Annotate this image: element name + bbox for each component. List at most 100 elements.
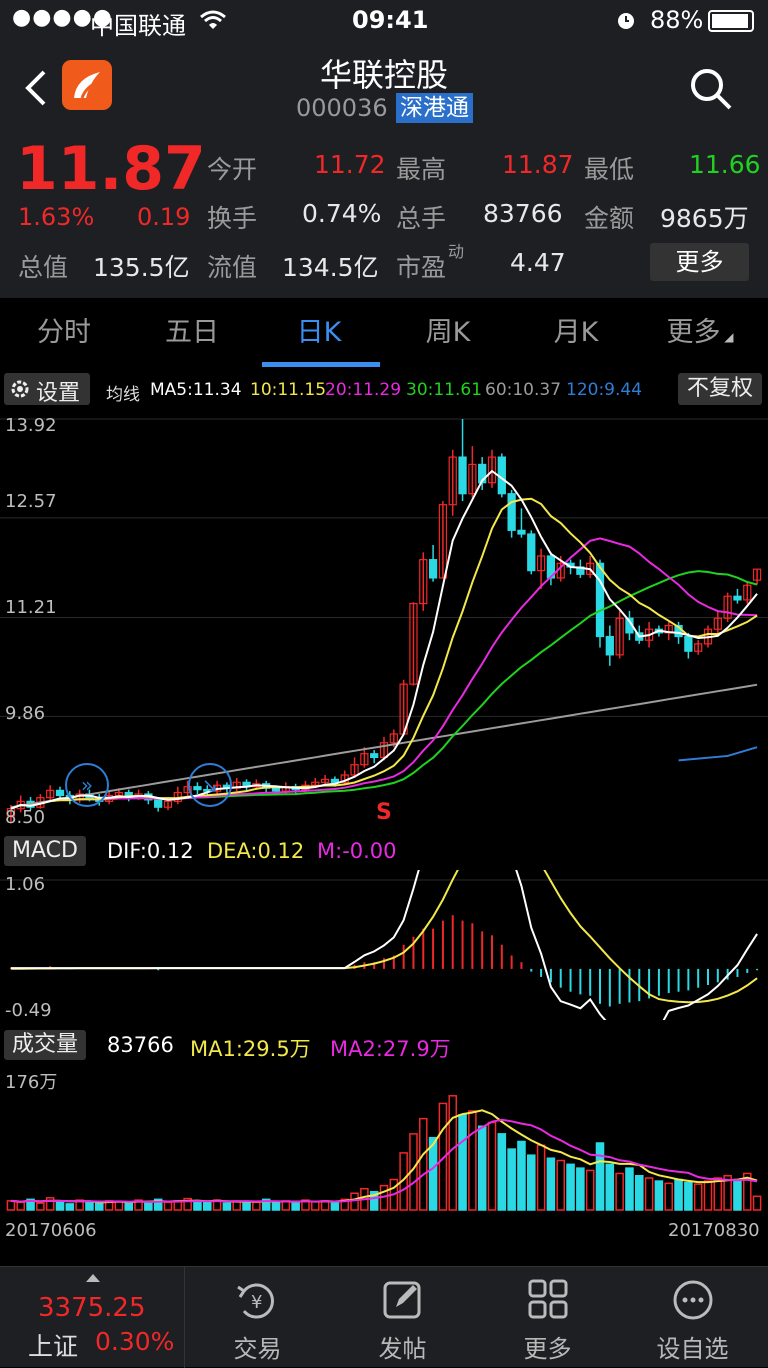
trade-icon: ¥ <box>236 1283 274 1319</box>
tab-five-day[interactable]: 五日 <box>165 317 219 348</box>
battery-percent: 88% <box>650 6 704 34</box>
volume-bar <box>310 1200 320 1211</box>
volume-bar <box>536 1144 546 1211</box>
volume-bar <box>350 1192 359 1211</box>
volume-value: 83766 <box>483 199 563 228</box>
volume-bar <box>45 1197 55 1211</box>
macd-tick-top: 1.06 <box>5 874 46 895</box>
gear-icon <box>11 380 29 398</box>
candle-body <box>320 778 330 783</box>
volume-bar <box>507 1148 516 1211</box>
volume-ma1: MA1:29.5万 <box>190 1037 311 1061</box>
macd-dea: DEA:0.12 <box>207 839 305 863</box>
volume-bar <box>703 1180 713 1211</box>
volume-bar <box>693 1183 703 1211</box>
settings-button[interactable]: 设置 <box>4 373 90 406</box>
volume-ma2-line <box>10 1118 758 1203</box>
volume-bar <box>252 1201 261 1211</box>
volume-indicator-button[interactable]: 成交量 <box>4 1030 87 1060</box>
tab-intraday[interactable]: 分时 <box>37 317 91 348</box>
candle-body <box>409 602 418 685</box>
ma20-value: 20:11.29 <box>325 380 402 400</box>
volume-bar <box>144 1202 153 1211</box>
candle-body <box>55 789 65 797</box>
volume-bar <box>183 1197 192 1211</box>
grid-icon <box>528 1279 567 1319</box>
volume-bar <box>634 1174 644 1211</box>
volume-bar <box>684 1181 693 1211</box>
ma-legend-bar: 设置 均线 MA5:11.34 10:11.15 20:11.29 30:11.… <box>0 369 768 411</box>
change-percent: 1.63% <box>18 203 95 231</box>
candle-body <box>694 643 703 652</box>
adjust-button[interactable]: 不复权 <box>678 373 762 405</box>
nav-trade[interactable]: ¥ 交易 <box>185 1267 330 1368</box>
bottom-nav: 3375.25 上证 0.30% ¥ 交易 发帖 更多 设自选 <box>0 1266 768 1368</box>
index-value: 3375.25 <box>38 1293 146 1323</box>
settings-label: 设置 <box>36 381 81 406</box>
volume-bar <box>497 1133 507 1211</box>
candle-body <box>468 463 477 495</box>
nav-add-watchlist[interactable]: 设自选 <box>620 1267 765 1368</box>
tab-monthly-k[interactable]: 月K <box>553 317 599 348</box>
macd-tick-bottom: -0.49 <box>5 1000 52 1021</box>
volume-bar <box>713 1177 723 1211</box>
volume-bar <box>576 1167 585 1211</box>
candle-body <box>350 764 359 776</box>
candlestick-chart[interactable] <box>0 411 768 829</box>
candle-body <box>605 635 614 656</box>
price-tick-2: 12.57 <box>5 491 57 512</box>
date-start: 20170606 <box>5 1220 97 1241</box>
index-change: 0.30% <box>95 1327 175 1356</box>
stock-name: 华联控股 <box>319 56 448 94</box>
tab-more-caret-icon: ◢ <box>720 330 734 344</box>
nav-more-label: 更多 <box>523 1335 572 1363</box>
nav-add-watchlist-label: 设自选 <box>656 1335 729 1363</box>
app-logo-icon <box>62 60 112 110</box>
candle-body <box>448 456 457 506</box>
volume-bar <box>605 1163 615 1211</box>
price-tick-top: 13.92 <box>5 415 57 436</box>
candle-body <box>419 559 428 605</box>
volume-label: 总手 <box>396 204 447 233</box>
volume-bar <box>418 1117 428 1211</box>
pe-superscript: 动 <box>448 242 465 261</box>
macd-chart <box>0 870 768 1020</box>
volume-legend-bar: 成交量 83766 MA1:29.5万 MA2:27.9万 <box>0 1024 768 1064</box>
volume-chart <box>6 1095 762 1211</box>
candle-body <box>733 595 742 601</box>
open-value: 11.72 <box>314 150 386 179</box>
volume-bar <box>742 1172 752 1211</box>
macd-indicator-button[interactable]: MACD <box>4 836 86 866</box>
signal-dots: ●●●●● <box>12 5 113 30</box>
event-marker-icon[interactable]: » <box>65 763 109 807</box>
search-icon[interactable] <box>688 66 734 112</box>
more-quote-button[interactable]: 更多 <box>650 243 749 281</box>
ma20-line <box>10 537 758 810</box>
ma120-value: 120:9.44 <box>566 380 643 400</box>
nav-more[interactable]: 更多 <box>475 1267 620 1368</box>
sell-signal-marker: S <box>376 800 392 825</box>
volume-bar <box>6 1200 16 1211</box>
tab-weekly-k[interactable]: 周K <box>425 317 471 348</box>
volume-bar <box>644 1177 654 1211</box>
candle-body <box>527 533 536 572</box>
volume-bar <box>271 1202 281 1211</box>
back-icon[interactable] <box>22 68 50 108</box>
volume-bar <box>556 1159 566 1211</box>
volume-bar <box>664 1182 674 1211</box>
mktcap-label: 总值 <box>18 253 69 282</box>
volume-bar <box>36 1202 45 1211</box>
candle-body <box>360 753 369 766</box>
alarm-icon <box>618 13 634 29</box>
ma-title: 均线 <box>106 385 140 405</box>
volume-bar <box>94 1202 104 1211</box>
open-label: 今开 <box>207 155 258 184</box>
volume-bar <box>242 1200 251 1211</box>
index-ticker[interactable]: 3375.25 上证 0.30% <box>0 1267 185 1368</box>
tab-daily-k[interactable]: 日K <box>296 317 342 348</box>
event-marker-icon[interactable]: ↘ <box>188 763 232 807</box>
nav-post[interactable]: 发帖 <box>330 1267 475 1368</box>
volume-bar <box>458 1114 467 1211</box>
volume-bar <box>477 1125 487 1211</box>
tab-more[interactable]: 更多 ◢ <box>640 298 760 368</box>
